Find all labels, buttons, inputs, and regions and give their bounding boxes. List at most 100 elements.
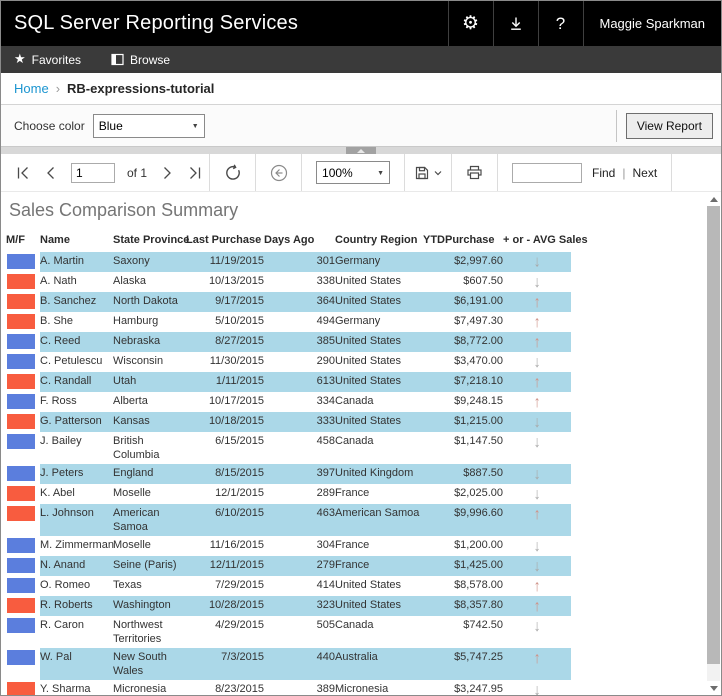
download-icon (510, 17, 521, 30)
gender-color-swatch (7, 598, 35, 613)
cell-days-ago: 290 (316, 355, 335, 367)
cell-days-ago: 334 (316, 395, 335, 407)
browse-label: Browse (130, 52, 171, 67)
last-page-button[interactable] (181, 158, 209, 188)
cell-state-province: Wisconsin (113, 355, 164, 367)
previous-page-button[interactable] (37, 158, 65, 188)
view-report-button[interactable]: View Report (625, 112, 713, 139)
gender-color-swatch (7, 334, 35, 349)
cell-last-purchase: 8/27/2015 (186, 332, 264, 352)
cell-trend: ↓ (503, 556, 571, 576)
printer-icon (467, 165, 482, 180)
cell-ytd-purchase: $5,747.25 (423, 648, 503, 680)
print-button[interactable] (452, 158, 497, 188)
nav-browse[interactable]: Browse (111, 53, 170, 67)
cell-state-province: Kansas (113, 412, 186, 432)
trend-arrow-icon: ↓ (533, 251, 541, 271)
cell-trend: ↑ (503, 332, 571, 352)
table-row: R. Roberts Washington 10/28/2015 323 Uni… (6, 596, 571, 616)
cell-ytd-purchase: $742.50 (463, 619, 503, 631)
cell-name: B. She (40, 315, 74, 327)
zoom-select[interactable]: 100% (316, 161, 391, 184)
cell-last-purchase: 8/23/2015 (215, 683, 264, 695)
cell-gender (6, 576, 40, 596)
cell-country-region: United States (335, 292, 423, 312)
cell-gender (6, 252, 40, 272)
cell-ytd-purchase: $9,248.15 (454, 395, 503, 407)
cell-name: B. Sanchez (40, 292, 113, 312)
table-row: C. Petulescu Wisconsin 11/30/2015 290 Un… (6, 352, 571, 372)
cell-gender (6, 464, 40, 484)
trend-arrow-icon: ↑ (533, 391, 541, 411)
splitter-collapse-handle[interactable] (346, 147, 376, 154)
cell-ytd-purchase: $9,996.60 (423, 504, 503, 536)
table-row: C. Reed Nebraska 8/27/2015 385 United St… (6, 332, 571, 352)
cell-gender (6, 648, 40, 680)
nav-favorites[interactable]: ★ Favorites (14, 51, 81, 67)
cell-country-region: United States (335, 372, 423, 392)
cell-name: C. Petulescu (40, 355, 103, 367)
scrollbar-thumb[interactable] (707, 206, 720, 664)
help-icon: ? (555, 13, 566, 33)
scrollbar-down-button[interactable] (706, 681, 721, 695)
column-header-state: State Province (113, 234, 190, 246)
scrollbar-up-button[interactable] (706, 192, 721, 206)
app-header: SQL Server Reporting Services ⚙ ? Maggie… (1, 1, 721, 46)
cell-country-region: United States (335, 275, 402, 287)
scroll-up-icon (709, 196, 718, 202)
cell-country-region: Canada (335, 395, 374, 407)
next-page-button[interactable] (153, 158, 181, 188)
cell-last-purchase: 1/11/2015 (186, 372, 264, 392)
page-number-input[interactable] (71, 162, 115, 183)
find-next-button[interactable]: Next (632, 165, 658, 180)
cell-name: F. Ross (40, 395, 77, 407)
app-header-actions: ⚙ ? Maggie Sparkman (447, 1, 722, 46)
gender-color-swatch (7, 486, 35, 501)
table-row: L. Johnson American Samoa 6/10/2015 463 … (6, 504, 571, 536)
cell-name: A. Martin (40, 252, 113, 272)
cell-ytd-purchase: $8,578.00 (454, 579, 503, 591)
table-row: O. Romeo Texas 7/29/2015 414 United Stat… (6, 576, 571, 596)
cell-trend: ↑ (503, 372, 571, 392)
cell-last-purchase: 12/11/2015 (186, 556, 264, 576)
portal-nav: ★ Favorites Browse (1, 46, 721, 73)
cell-state-province: England (113, 464, 186, 484)
refresh-button[interactable] (210, 158, 255, 188)
star-icon: ★ (14, 51, 26, 66)
trend-arrow-icon: ↓ (533, 555, 541, 575)
first-page-button[interactable] (9, 158, 37, 188)
table-row: J. Bailey British Columbia 6/15/2015 458… (6, 432, 571, 464)
settings-button[interactable]: ⚙ (447, 1, 493, 46)
cell-ytd-purchase: $887.50 (423, 464, 503, 484)
gender-color-swatch (7, 650, 35, 665)
color-select[interactable]: Blue (92, 113, 205, 138)
cell-last-purchase: 10/18/2015 (186, 412, 264, 432)
find-button[interactable]: Find (592, 165, 616, 180)
download-button[interactable] (492, 1, 538, 46)
gender-color-swatch (7, 538, 35, 553)
cell-ytd-purchase: $1,147.50 (454, 435, 503, 447)
toolbar-separator (255, 154, 257, 191)
trend-arrow-icon: ↑ (533, 647, 541, 667)
cell-name: A. Nath (40, 275, 77, 287)
parameter-bar: Choose color Blue View Report (1, 104, 721, 147)
trend-arrow-icon: ↓ (533, 535, 541, 555)
user-menu[interactable]: Maggie Sparkman (582, 1, 722, 46)
cell-gender (6, 680, 40, 695)
cell-name: N. Anand (40, 556, 113, 576)
cell-name: W. Pal (40, 648, 113, 680)
breadcrumb: Home › RB-expressions-tutorial (1, 73, 721, 104)
help-button[interactable]: ? (537, 1, 583, 46)
back-to-parent-button[interactable] (256, 158, 301, 188)
cell-days-ago: 613 (264, 372, 335, 392)
find-text-input[interactable] (512, 162, 583, 183)
table-row: B. Sanchez North Dakota 9/17/2015 364 Un… (6, 292, 571, 312)
cell-gender (6, 292, 40, 312)
cell-country-region: France (335, 487, 370, 499)
breadcrumb-home-link[interactable]: Home (14, 81, 49, 96)
cell-state-province: Alaska (113, 275, 147, 287)
cell-gender (6, 596, 40, 616)
export-button[interactable] (405, 158, 451, 188)
cell-ytd-purchase: $1,200.00 (454, 539, 503, 551)
trend-arrow-icon: ↓ (533, 463, 541, 483)
